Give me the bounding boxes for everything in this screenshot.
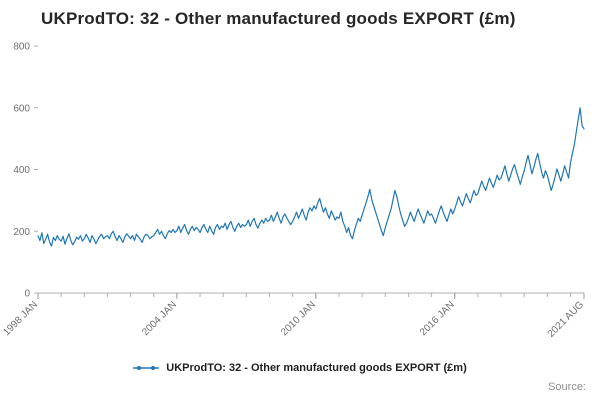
y-tick-label: 600 (13, 103, 30, 114)
x-tick-label: 1998 JAN (1, 299, 40, 338)
x-tick-label: 2010 JAN (279, 299, 318, 338)
series-line (37, 107, 585, 247)
y-tick-label: 200 (13, 227, 30, 238)
source-label: Source: (548, 381, 586, 393)
x-tick-label: 2004 JAN (140, 299, 179, 338)
legend: UKProdTO: 32 - Other manufactured goods … (0, 362, 600, 374)
y-tick-label: 800 (13, 42, 30, 53)
x-tick-label: 2021 AUG (546, 299, 587, 340)
legend-label: UKProdTO: 32 - Other manufactured goods … (166, 362, 467, 374)
chart-title: UKProdTO: 32 - Other manufactured goods … (41, 9, 516, 28)
y-tick-label: 400 (13, 165, 30, 176)
x-tick-label: 2016 JAN (418, 299, 457, 338)
legend-line-icon (133, 366, 160, 370)
y-tick-label: 0 (24, 289, 30, 300)
